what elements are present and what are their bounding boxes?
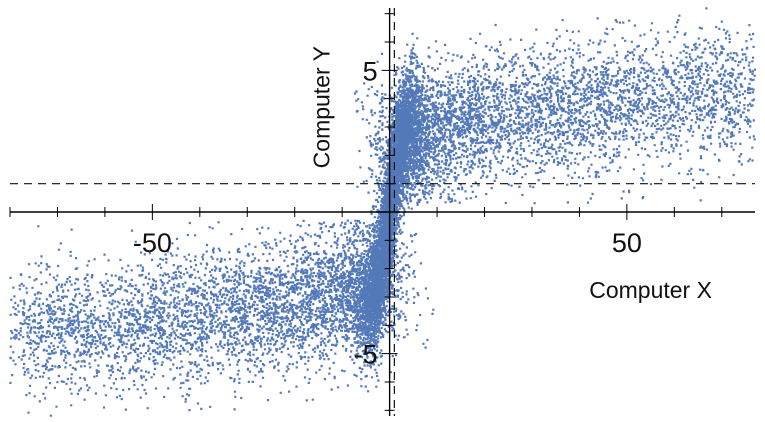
scatter-points-layer <box>9 7 756 417</box>
y-tick-label: 5 <box>363 56 378 86</box>
axes-layer <box>9 8 755 416</box>
labels-layer: -50 50 -5 5 Computer X Computer Y <box>133 46 712 370</box>
x-tick-label: -50 <box>133 228 172 258</box>
scatter-points <box>9 7 756 417</box>
y-axis-title: Computer Y <box>309 46 335 168</box>
x-axis-title: Computer X <box>589 277 712 303</box>
y-tick-label: -5 <box>354 340 378 370</box>
x-tick-label: 50 <box>612 228 642 258</box>
